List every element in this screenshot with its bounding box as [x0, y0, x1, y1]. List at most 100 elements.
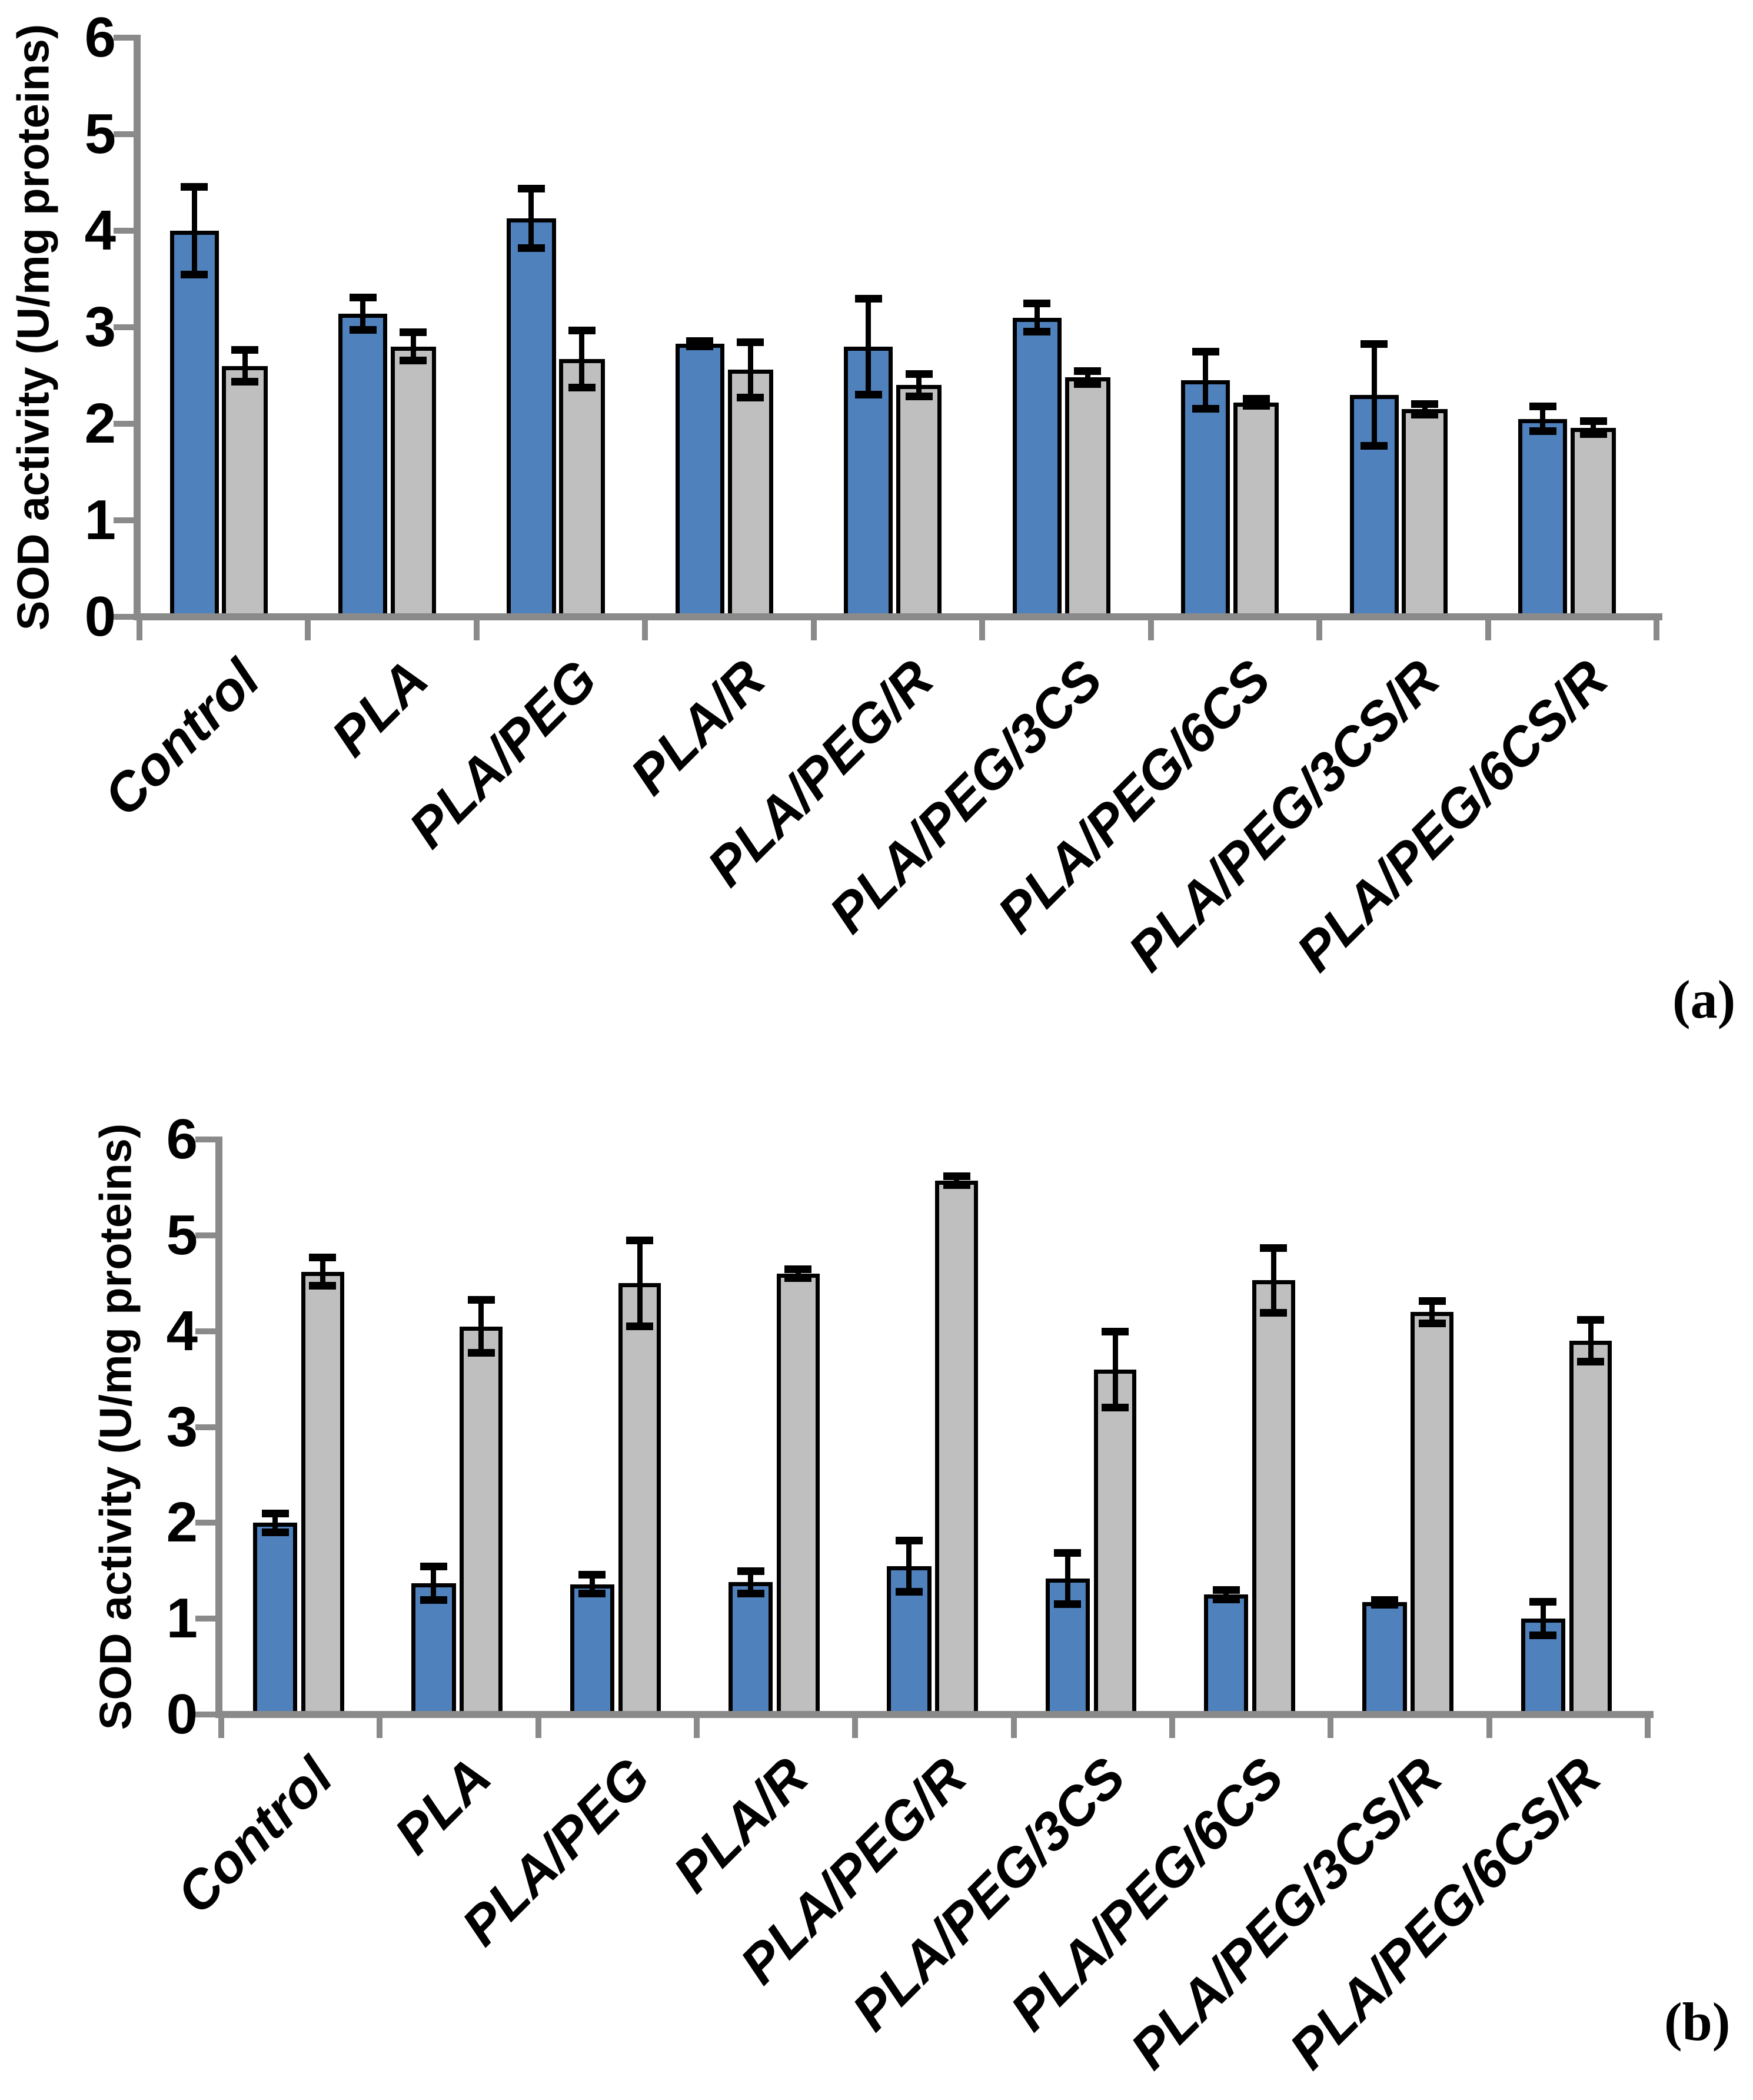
error-bar-cap-bottom	[737, 393, 764, 401]
error-bar-cap-bottom	[517, 244, 545, 252]
bar-blue-PLA/PEG/R	[887, 1566, 932, 1718]
error-bar-cap-bottom	[309, 1282, 337, 1290]
x-tick	[1645, 1718, 1651, 1738]
panel-label-a: (a)	[1672, 969, 1736, 1029]
error-bar-cap-top	[1411, 400, 1439, 408]
error-bar-line	[478, 1299, 484, 1354]
error-bar-cap-top	[737, 338, 764, 346]
category-label-PLA/PEG/6CS: PLA/PEG/6CS	[999, 1746, 1295, 2042]
category-label-PLA/PEG/6CS/R: PLA/PEG/6CS/R	[1285, 649, 1619, 983]
error-bar-cap-bottom	[467, 1349, 495, 1357]
bar-gray-Control	[301, 1271, 344, 1718]
bar-blue-PLA/PEG/3CS/R	[1349, 394, 1399, 620]
error-bar-line	[637, 1240, 643, 1327]
x-tick	[218, 1718, 224, 1738]
bar-gray-PLA/PEG/R	[896, 385, 942, 620]
category-label-Control: Control	[92, 649, 271, 828]
bar-blue-PLA/R	[728, 1582, 773, 1718]
error-bar-line	[1065, 1552, 1070, 1604]
error-bar-cap-bottom	[1242, 402, 1270, 410]
error-bar-line	[191, 186, 197, 275]
category-label-PLA/PEG: PLA/PEG	[450, 1746, 661, 1958]
error-bar-cap-bottom	[854, 390, 882, 398]
error-bar-cap-bottom	[905, 393, 933, 401]
y-axis-line	[134, 35, 141, 620]
bar-gray-PLA/PEG/3CS/R	[1411, 1312, 1454, 1718]
error-bar-cap-bottom	[568, 384, 596, 392]
bar-gray-Control	[222, 365, 268, 620]
error-bar-cap-top	[1418, 1297, 1446, 1305]
error-bar-cap-bottom	[1192, 405, 1219, 413]
panel-label-b: (b)	[1664, 1992, 1731, 2052]
error-bar-cap-top	[1242, 395, 1270, 403]
error-bar-cap-bottom	[1577, 1357, 1605, 1365]
error-bar-line	[1253, 398, 1259, 407]
error-bar-cap-top	[517, 184, 545, 192]
error-bar-cap-top	[181, 182, 208, 191]
error-bar-cap-bottom	[1361, 441, 1388, 450]
bar-blue-PLA	[411, 1583, 456, 1718]
y-tick	[195, 1424, 217, 1430]
error-bar-line	[748, 1570, 754, 1594]
category-label-Control: Control	[165, 1746, 344, 1925]
error-bar-cap-top	[895, 1536, 923, 1544]
x-tick	[1169, 1718, 1175, 1738]
error-bar-cap-top	[1192, 348, 1219, 355]
error-bar-cap-top	[854, 294, 882, 303]
error-bar-cap-bottom	[1212, 1595, 1240, 1603]
category-label-PLA/R: PLA/R	[619, 649, 777, 806]
x-tick	[642, 620, 648, 640]
error-bar-cap-bottom	[181, 271, 208, 279]
error-bar-cap-bottom	[686, 342, 714, 350]
y-tick	[195, 1328, 217, 1334]
error-bar-cap-bottom	[420, 1596, 447, 1604]
error-bar-line	[1422, 403, 1428, 416]
error-bar-line	[906, 1540, 912, 1592]
category-label-PLA/PEG/6CS: PLA/PEG/6CS	[986, 649, 1282, 945]
error-bar-line	[1034, 303, 1040, 333]
error-bar-line	[866, 298, 871, 395]
x-tick	[377, 1718, 383, 1738]
error-bar-cap-top	[737, 1567, 764, 1575]
error-bar-cap-bottom	[943, 1181, 970, 1189]
bar-gray-PLA	[460, 1326, 503, 1718]
error-bar-line	[1371, 343, 1377, 446]
error-bar-cap-top	[943, 1172, 970, 1180]
category-label-PLA/R: PLA/R	[662, 1746, 820, 1904]
bar-gray-PLA/PEG/R	[935, 1181, 979, 1718]
error-bar-line	[1270, 1248, 1276, 1313]
error-bar-cap-top	[349, 294, 377, 302]
error-bar-cap-bottom	[578, 1589, 606, 1597]
error-bar-cap-top	[400, 328, 427, 337]
y-tick	[195, 1137, 217, 1142]
error-bar-cap-bottom	[784, 1274, 812, 1282]
error-bar-cap-top	[1361, 340, 1388, 348]
x-tick	[137, 620, 142, 640]
bar-blue-PLA/PEG/3CS/R	[1362, 1602, 1407, 1718]
error-bar-line	[1112, 1331, 1118, 1408]
bar-blue-PLA/PEG/3CS	[1045, 1578, 1090, 1718]
error-bar-line	[1588, 1320, 1594, 1362]
error-bar-cap-bottom	[1529, 1632, 1557, 1640]
error-bar-line	[410, 332, 416, 361]
bar-blue-PLA/PEG/6CS	[1181, 380, 1230, 620]
error-bar-cap-top	[261, 1510, 289, 1518]
error-bar-line	[1540, 406, 1546, 432]
error-bar-line	[1591, 421, 1596, 435]
error-bar-cap-bottom	[1023, 328, 1051, 336]
bar-blue-PLA/PEG/6CS	[1203, 1594, 1249, 1718]
error-bar-line	[954, 1175, 960, 1186]
category-label-PLA/PEG: PLA/PEG	[397, 649, 608, 860]
category-label-PLA/PEG/3CS/R: PLA/PEG/3CS/R	[1119, 1746, 1453, 2081]
error-bar-cap-bottom	[1102, 1403, 1129, 1411]
x-tick	[1485, 620, 1491, 640]
category-label-PLA/PEG/R: PLA/PEG/R	[729, 1746, 978, 1996]
y-tick	[114, 517, 135, 523]
error-bar-cap-top	[626, 1236, 654, 1244]
bar-gray-PLA/PEG/3CS	[1065, 377, 1110, 620]
error-bar-cap-top	[1074, 367, 1102, 375]
y-tick	[114, 35, 135, 41]
category-label-PLA/PEG/3CS/R: PLA/PEG/3CS/R	[1116, 649, 1451, 983]
